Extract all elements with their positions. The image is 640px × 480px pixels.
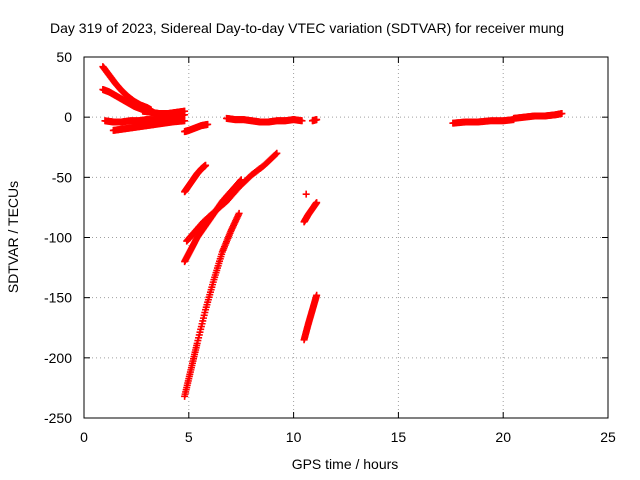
y-tick-label: -150 xyxy=(44,290,72,306)
plot-frame xyxy=(83,56,609,419)
series-arc-i xyxy=(181,161,210,196)
series-arc-m xyxy=(300,199,321,226)
x-tick-label: 15 xyxy=(391,429,407,445)
x-tick-label: 10 xyxy=(286,429,302,445)
series-arc-e xyxy=(139,107,189,118)
y-tick-label: -200 xyxy=(44,350,72,366)
series-arc-n xyxy=(302,190,310,198)
series-arc-l xyxy=(181,209,243,400)
data-point xyxy=(313,199,321,207)
data-point xyxy=(181,117,189,125)
data-point xyxy=(313,291,321,299)
data-point xyxy=(272,150,280,158)
series-arc-o xyxy=(300,291,321,344)
series-arc-p xyxy=(449,116,518,127)
data-point xyxy=(298,117,306,125)
data-points xyxy=(99,63,566,400)
y-tick-label: -50 xyxy=(52,169,72,185)
y-tick-label: -250 xyxy=(44,410,72,426)
series-arc-d xyxy=(109,117,189,134)
axis-ticks: 0 5 10 15 20 25 50 0 -50 -100 -150 -200 -250 xyxy=(44,49,616,445)
y-tick-label: 0 xyxy=(64,109,72,125)
y-axis-label: SDTVAR / TECUs xyxy=(5,181,21,293)
data-point xyxy=(237,176,245,184)
data-point xyxy=(202,161,210,169)
x-tick-label: 25 xyxy=(600,429,616,445)
x-tick-label: 5 xyxy=(185,429,193,445)
series-arc-k xyxy=(181,176,245,266)
series-arc-h xyxy=(308,116,321,125)
x-tick-label: 0 xyxy=(80,429,88,445)
y-tick-label: -100 xyxy=(44,230,72,246)
data-point xyxy=(558,110,566,118)
chart-title: Day 319 of 2023, Sidereal Day-to-day VTE… xyxy=(50,20,564,36)
y-tick-label: 50 xyxy=(56,49,72,65)
series-arc-g xyxy=(223,114,306,126)
x-tick-label: 20 xyxy=(495,429,511,445)
data-point xyxy=(181,107,189,115)
data-point xyxy=(273,149,281,157)
data-point xyxy=(235,209,243,217)
data-point xyxy=(204,120,212,128)
data-point xyxy=(236,177,244,185)
series-arc-f xyxy=(181,120,212,136)
x-axis-label: GPS time / hours xyxy=(292,456,399,472)
data-point xyxy=(313,116,321,124)
data-point xyxy=(302,190,310,198)
series-arc-q xyxy=(510,110,566,122)
